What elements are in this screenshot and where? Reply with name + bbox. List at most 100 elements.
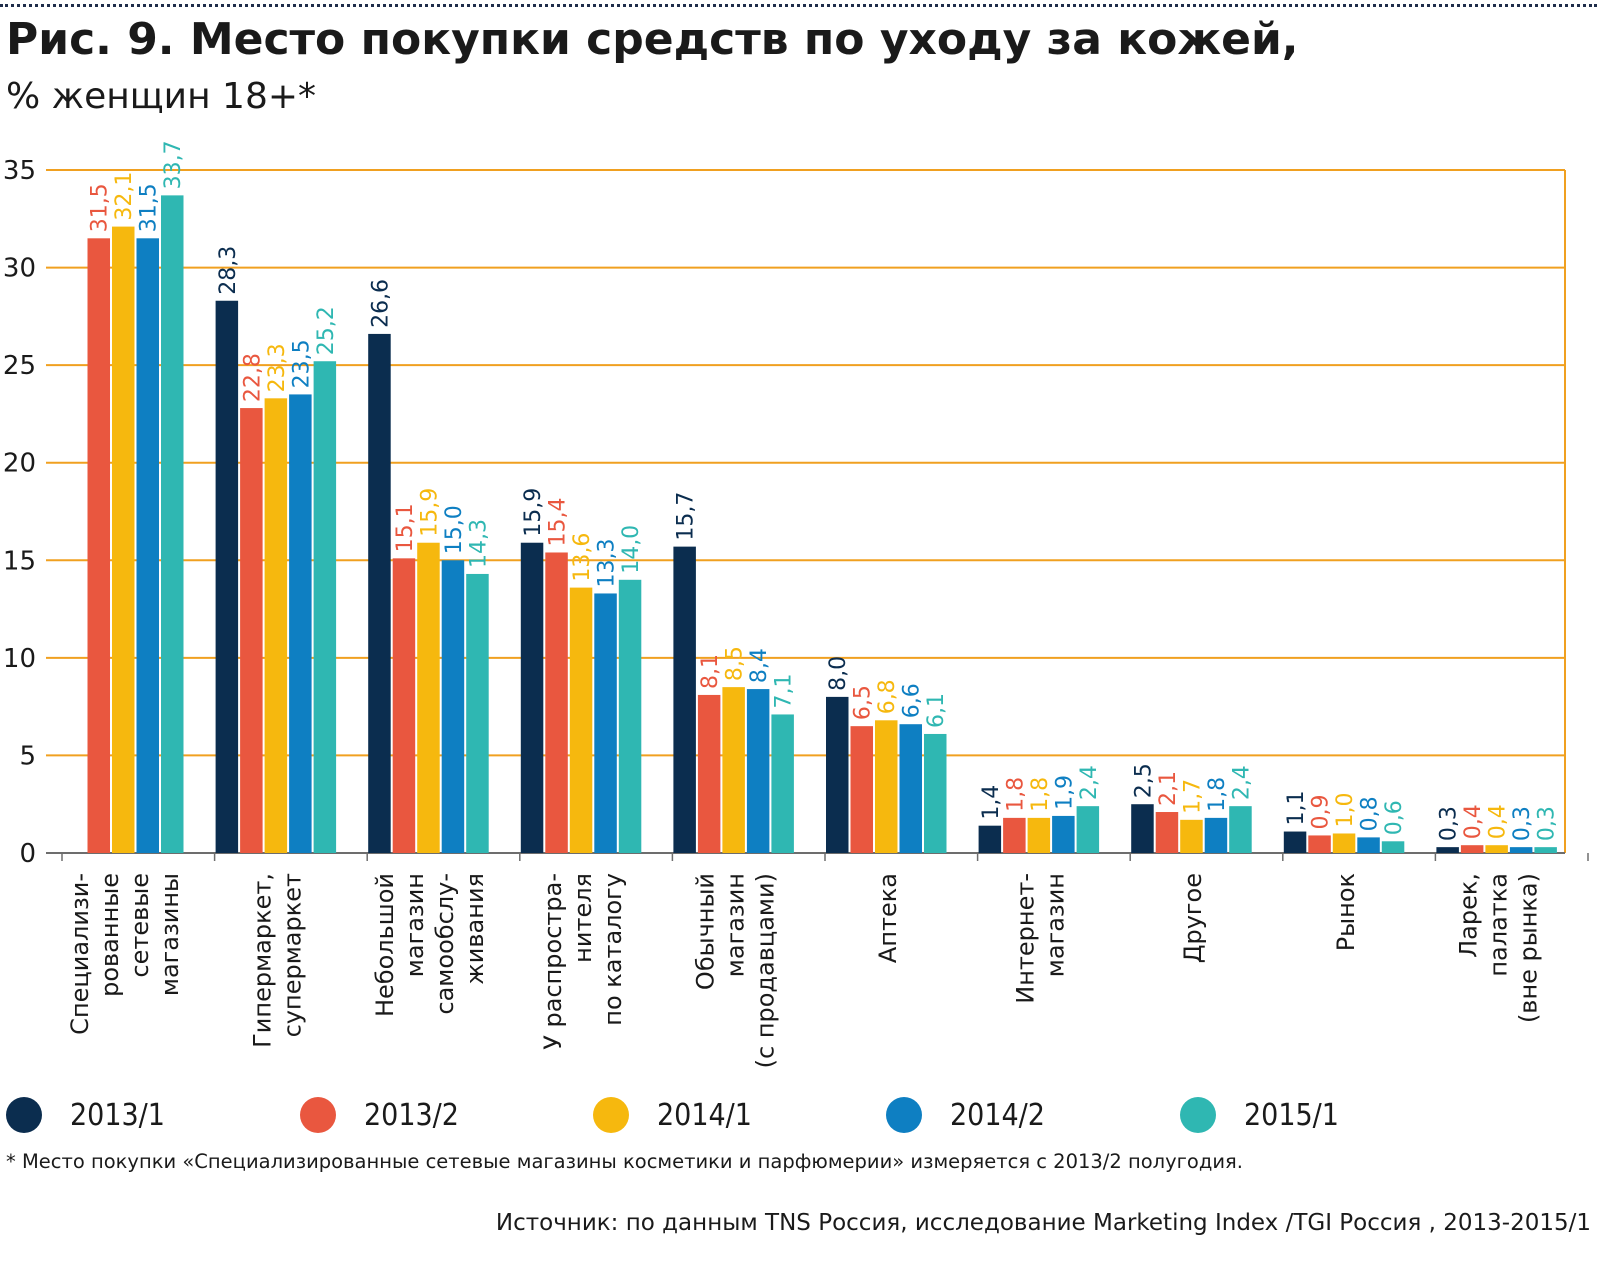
- bar-value-label: 26,6: [368, 279, 393, 328]
- category-label: Обычный: [691, 873, 719, 990]
- y-tick-label: 15: [3, 546, 36, 576]
- legend-label: 2013/1: [70, 1097, 165, 1133]
- bar: [899, 724, 922, 853]
- category-label: палатка: [1484, 873, 1512, 977]
- bar: [240, 408, 263, 853]
- category-label: магазин: [1042, 873, 1070, 977]
- legend-swatch: [300, 1097, 336, 1133]
- footnote: * Место покупки «Специализированные сете…: [6, 1150, 1243, 1173]
- bar: [112, 226, 135, 853]
- bar-value-label: 31,5: [88, 183, 113, 232]
- y-tick-label: 20: [3, 449, 36, 479]
- bar-value-label: 23,3: [265, 343, 290, 392]
- category-label: по каталогу: [599, 873, 627, 1026]
- legend-label: 2013/2: [364, 1097, 459, 1133]
- category-label: У распростра-: [539, 873, 567, 1050]
- bar-value-label: 0,4: [1486, 804, 1511, 839]
- legend-item: 2013/1: [6, 1090, 165, 1140]
- bar: [136, 238, 159, 854]
- bar: [1357, 837, 1380, 853]
- bar: [441, 560, 465, 853]
- category-label: магазины: [156, 873, 184, 996]
- bar: [392, 558, 416, 853]
- y-tick-label: 30: [3, 254, 36, 284]
- bar: [368, 333, 391, 853]
- bar: [569, 587, 593, 853]
- legend-swatch: [6, 1097, 42, 1133]
- bar-value-label: 6,6: [900, 683, 925, 718]
- bar: [978, 825, 1002, 853]
- bar-value-label: 2,5: [1131, 763, 1156, 798]
- bar-value-label: 2,4: [1077, 765, 1102, 800]
- top-dotted-rule: [0, 4, 1597, 7]
- bar: [618, 579, 642, 853]
- bar-value-label: 33,7: [161, 140, 186, 189]
- bar: [746, 689, 770, 853]
- legend-swatch: [886, 1097, 922, 1133]
- bar-value-label: 1,8: [1028, 777, 1053, 812]
- bar: [1052, 815, 1075, 853]
- bar-value-label: 8,1: [698, 654, 723, 689]
- bar: [87, 238, 110, 854]
- bar: [850, 726, 873, 853]
- bar-value-label: 1,8: [1003, 777, 1028, 812]
- bar: [520, 542, 544, 853]
- bar: [1076, 806, 1100, 853]
- category-label: Небольшой: [371, 873, 399, 1017]
- legend-label: 2015/1: [1244, 1097, 1339, 1133]
- bar-value-label: 13,3: [595, 538, 620, 587]
- chart-title: Рис. 9. Место покупки средств по уходу з…: [6, 14, 1299, 65]
- bar: [594, 593, 617, 853]
- bar-value-label: 14,3: [466, 519, 491, 568]
- bar-value-label: 15,9: [521, 488, 546, 537]
- bar: [673, 546, 696, 853]
- bar: [722, 687, 745, 853]
- category-label: Гипермаркет,: [249, 873, 277, 1048]
- bar: [313, 361, 337, 853]
- category-label: рованные: [96, 873, 124, 997]
- bar-value-label: 2,4: [1229, 765, 1254, 800]
- bar-value-label: 15,1: [393, 503, 418, 552]
- legend-item: 2014/1: [593, 1090, 752, 1140]
- category-label: магазин: [401, 873, 429, 977]
- bar: [924, 733, 947, 853]
- bar: [1509, 847, 1533, 853]
- bar-value-label: 0,3: [1510, 806, 1535, 841]
- legend-swatch: [593, 1097, 629, 1133]
- bar: [1131, 804, 1154, 853]
- chart-subtitle: % женщин 18+*: [6, 76, 317, 117]
- chart-legend: 2013/1 2013/2 2014/1 2014/2 2015/1: [0, 1090, 1597, 1140]
- bar-value-label: 23,5: [289, 339, 314, 388]
- bar: [1155, 812, 1179, 853]
- bar-value-label: 1,4: [979, 785, 1004, 820]
- bar: [1534, 847, 1557, 853]
- category-label: сетевые: [126, 873, 154, 978]
- bar-value-label: 28,3: [216, 246, 241, 295]
- bar-value-label: 8,4: [747, 648, 772, 683]
- category-label: живания: [461, 873, 489, 985]
- bar: [466, 573, 489, 853]
- bar: [417, 542, 440, 853]
- legend-item: 2014/2: [886, 1090, 1045, 1140]
- bar-value-label: 6,5: [851, 685, 876, 720]
- legend-item: 2013/2: [300, 1090, 459, 1140]
- bar-value-label: 22,8: [240, 353, 265, 402]
- bar-value-label: 8,0: [826, 656, 851, 691]
- bar: [1003, 817, 1026, 853]
- bar: [826, 696, 849, 853]
- legend-label: 2014/1: [657, 1097, 752, 1133]
- legend-swatch: [1180, 1097, 1216, 1133]
- y-tick-label: 5: [19, 741, 36, 771]
- y-tick-label: 0: [19, 839, 36, 869]
- category-label: нителя: [569, 873, 597, 963]
- bar-value-label: 15,9: [417, 488, 442, 537]
- bar-value-label: 15,0: [442, 505, 467, 554]
- category-label: Аптека: [874, 873, 902, 963]
- bar: [1460, 845, 1484, 853]
- y-tick-label: 10: [3, 644, 36, 674]
- bar-value-label: 25,2: [314, 306, 339, 355]
- bar-value-label: 13,6: [570, 533, 595, 582]
- category-label: Ларек,: [1454, 873, 1482, 958]
- category-label: Другое: [1179, 873, 1207, 963]
